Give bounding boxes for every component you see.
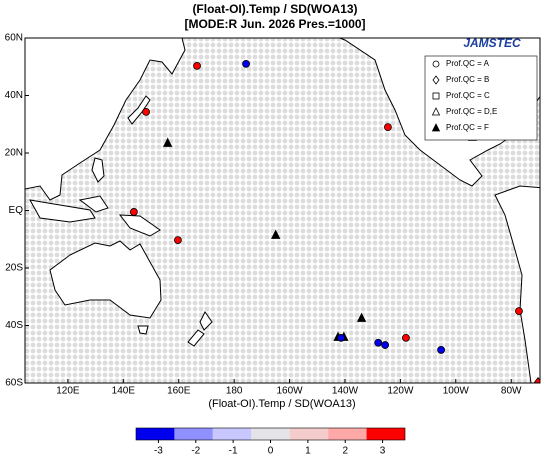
marker xyxy=(437,346,446,354)
colorbar-segment xyxy=(212,428,252,440)
y-tick-label: 40N xyxy=(5,90,23,101)
y-tick-label: 20N xyxy=(5,148,23,159)
legend-symbol xyxy=(432,60,440,68)
y-tick-label: 60N xyxy=(5,33,23,44)
legend-symbol xyxy=(432,75,440,85)
x-tick-label: 160W xyxy=(277,386,304,397)
marker xyxy=(193,61,201,70)
marker xyxy=(534,376,540,383)
colorbar-tick-label: -2 xyxy=(191,446,200,456)
y-tick-label: EQ xyxy=(9,205,24,216)
colorbar-segment xyxy=(174,428,213,440)
map-title: (Float-OI).Temp / SD(WOA13) xyxy=(192,2,357,16)
x-tick-label: 160E xyxy=(167,386,191,397)
legend-label: Prof.QC = F xyxy=(446,123,489,132)
colorbar-tick-label: 3 xyxy=(380,446,386,456)
logo: JAMSTEC xyxy=(463,36,521,50)
colorbar-segment xyxy=(366,428,405,440)
marker xyxy=(174,236,182,245)
x-tick-label: 140W xyxy=(332,386,359,397)
marker xyxy=(242,59,250,68)
colorbar-segment xyxy=(289,428,329,440)
map-subtitle: [MODE:R Jun. 2026 Pres.=1000] xyxy=(184,17,365,31)
colorbar-segment xyxy=(328,428,367,440)
marker xyxy=(129,208,138,216)
colorbar-tick-label: -1 xyxy=(229,446,238,456)
legend-box xyxy=(424,55,538,141)
x-tick-label: 180 xyxy=(226,386,243,397)
marker xyxy=(356,312,367,322)
marker xyxy=(163,137,173,147)
marker xyxy=(384,123,392,132)
marker xyxy=(381,341,390,349)
marker xyxy=(402,333,410,342)
y-tick-label: 60S xyxy=(5,378,23,389)
y-tick-label: 20S xyxy=(5,263,23,274)
marker xyxy=(142,107,150,116)
legend-symbol xyxy=(432,92,440,100)
marker xyxy=(337,333,345,342)
colorbar-segment xyxy=(251,428,290,440)
colorbar-segment xyxy=(136,428,175,440)
legend-symbol xyxy=(431,123,441,132)
colorbar-tick-label: -3 xyxy=(154,446,163,456)
x-tick-label: 120W xyxy=(387,386,414,397)
x-axis-label: (Float-OI).Temp / SD(WOA13) xyxy=(208,398,355,410)
marker xyxy=(271,229,281,239)
legend-label: Prof.QC = A xyxy=(446,59,490,68)
colorbar-tick-label: 2 xyxy=(342,446,348,456)
markers xyxy=(129,59,540,383)
y-tick-label: 40S xyxy=(5,320,23,331)
x-tick-label: 80W xyxy=(501,386,522,397)
colorbar: -3 -2 -1 0 1 2 3 xyxy=(135,427,406,456)
legend-label: Prof.QC = D,E xyxy=(446,107,497,116)
x-tick-label: 140E xyxy=(112,386,136,397)
legend-label: Prof.QC = C xyxy=(446,91,490,100)
legend-symbol xyxy=(431,107,441,116)
marker xyxy=(515,307,523,316)
colorbar-tick-label: 1 xyxy=(305,446,311,456)
colorbar-tick-label: 0 xyxy=(268,446,274,456)
x-tick-label: 100W xyxy=(443,386,470,397)
legend-label: Prof.QC = B xyxy=(446,75,489,84)
marker xyxy=(374,338,383,347)
x-tick-label: 120E xyxy=(56,386,80,397)
legend: Prof.QC = A Prof.QC = B Prof.QC = C Prof.QC… xyxy=(431,59,497,132)
